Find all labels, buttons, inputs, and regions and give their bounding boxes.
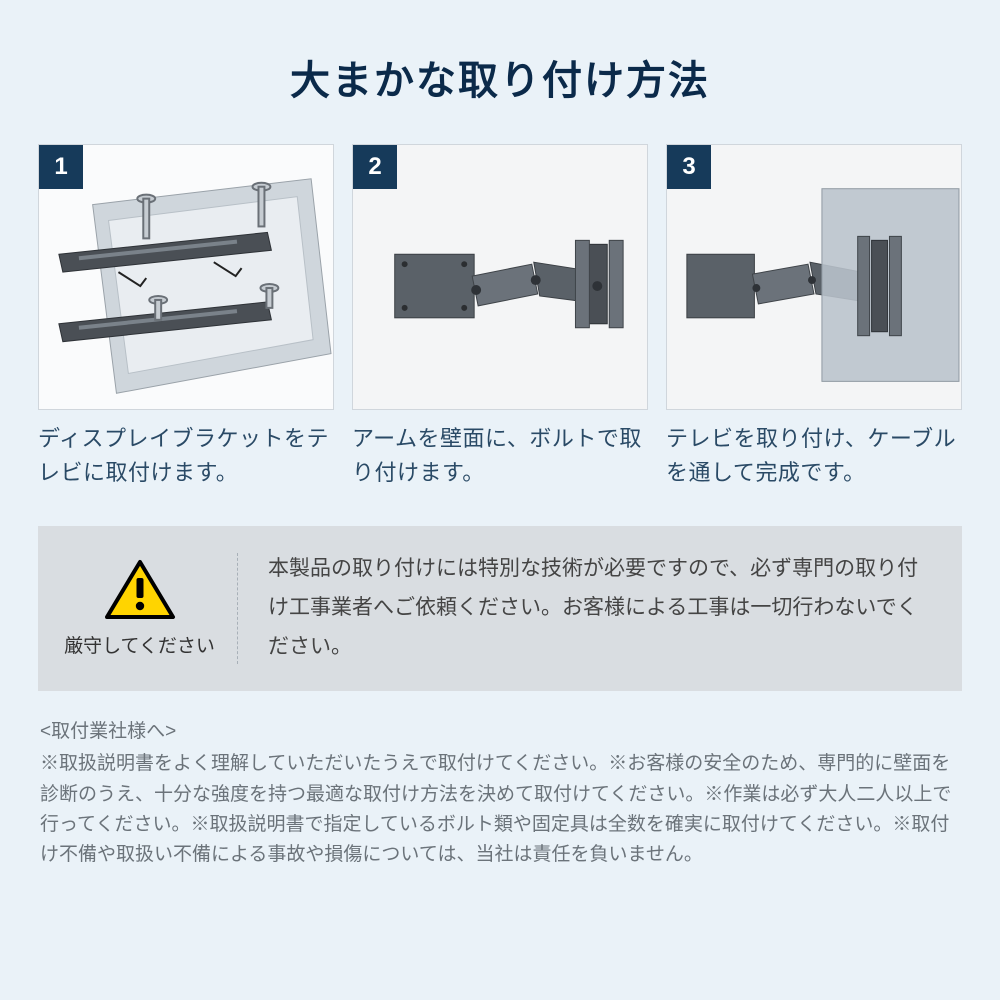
footer-note: <取付業社様へ> ※取扱説明書をよく理解していただいたうえで取付けてください。※… (0, 691, 1000, 871)
step-1-number: 1 (39, 145, 83, 189)
step-3-caption: テレビを取り付け、ケーブルを通して完成です。 (666, 410, 962, 490)
step-2: 2 (352, 144, 648, 490)
bracket-illustration-icon (39, 145, 333, 409)
footer-head: <取付業社様へ> (40, 717, 960, 747)
page-title: 大まかな取り付け方法 (0, 0, 1000, 144)
arm-mount-illustration-icon (353, 145, 647, 409)
step-3: 3 テレビを取り付け、ケーブル (666, 144, 962, 490)
step-1-caption: ディスプレイブラケットをテレビに取付けます。 (38, 410, 334, 490)
step-3-illustration: 3 (666, 144, 962, 410)
step-2-caption: アームを壁面に、ボルトで取り付けます。 (352, 410, 648, 490)
warning-box: 厳守してください 本製品の取り付けには特別な技術が必要ですので、必ず専門の取り付… (38, 526, 962, 691)
steps-row: 1 (0, 144, 1000, 490)
step-2-number: 2 (353, 145, 397, 189)
step-1: 1 (38, 144, 334, 490)
step-3-number: 3 (667, 145, 711, 189)
warning-left: 厳守してください (50, 553, 238, 664)
footer-body: ※取扱説明書をよく理解していただいたうえで取付けてください。※お客様の安全のため… (40, 753, 951, 865)
step-1-illustration: 1 (38, 144, 334, 410)
warning-text: 本製品の取り付けには特別な技術が必要ですので、必ず専門の取り付け工事業者へご依頼… (238, 550, 938, 667)
warning-label: 厳守してください (56, 631, 223, 658)
page: 大まかな取り付け方法 1 (0, 0, 1000, 1000)
warning-triangle-icon (104, 559, 176, 621)
step-2-illustration: 2 (352, 144, 648, 410)
tv-attach-illustration-icon (667, 145, 961, 409)
